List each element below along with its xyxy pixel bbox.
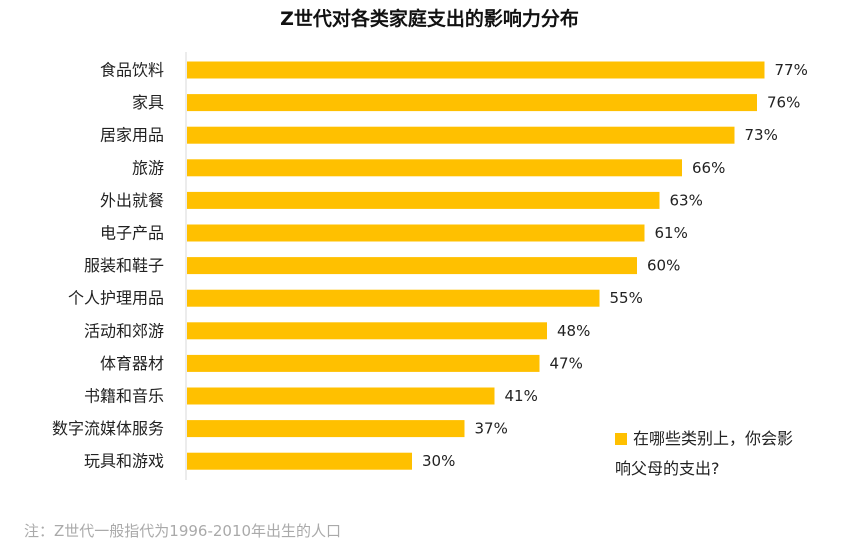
category-label: 外出就餐: [100, 191, 164, 210]
category-label: 玩具和游戏: [84, 452, 164, 471]
chart-title: Z世代对各类家庭支出的影响力分布: [280, 8, 579, 30]
footnote: 注：Z世代一般指代为1996-2010年出生的人口: [24, 522, 342, 540]
category-label: 数字流媒体服务: [52, 419, 164, 438]
bar: [187, 224, 645, 242]
category-label: 食品饮料: [100, 61, 164, 80]
value-label: 37%: [475, 420, 508, 438]
value-label: 66%: [692, 159, 725, 177]
category-label: 居家用品: [100, 126, 164, 145]
category-label: 体育器材: [100, 354, 164, 373]
bar: [187, 354, 540, 372]
value-label: 76%: [767, 94, 800, 112]
bar: [187, 159, 682, 177]
bar: [187, 94, 757, 112]
legend-text-1: 在哪些类别上，你会影: [633, 429, 794, 448]
value-label: 77%: [775, 61, 808, 79]
value-label: 48%: [557, 322, 590, 340]
legend-line-1: 在哪些类别上，你会影: [615, 424, 845, 454]
value-label: 47%: [550, 354, 583, 372]
value-label: 63%: [670, 191, 703, 209]
category-label: 家具: [132, 93, 164, 112]
legend: 在哪些类别上，你会影 响父母的支出?: [615, 424, 845, 484]
bar: [187, 126, 735, 144]
bar: [187, 387, 495, 405]
bar: [187, 61, 765, 79]
bar: [187, 289, 600, 307]
category-label: 旅游: [132, 158, 164, 177]
bar: [187, 191, 660, 209]
legend-line-2: 响父母的支出?: [615, 454, 845, 484]
value-label: 60%: [647, 257, 680, 275]
bar: [187, 257, 637, 275]
value-label: 55%: [610, 289, 643, 307]
value-label: 73%: [745, 126, 778, 144]
bar: [187, 452, 412, 470]
category-label: 服装和鞋子: [84, 256, 164, 275]
category-label: 电子产品: [100, 224, 164, 243]
category-label: 书籍和音乐: [84, 387, 164, 406]
category-label: 个人护理用品: [68, 289, 164, 308]
value-label: 61%: [655, 224, 688, 242]
legend-swatch: [615, 433, 627, 445]
bar: [187, 420, 465, 438]
value-label: 30%: [422, 452, 455, 470]
bar: [187, 322, 547, 340]
category-label: 活动和郊游: [84, 321, 164, 340]
legend-text-2: 响父母的支出?: [615, 459, 720, 478]
value-label: 41%: [505, 387, 538, 405]
